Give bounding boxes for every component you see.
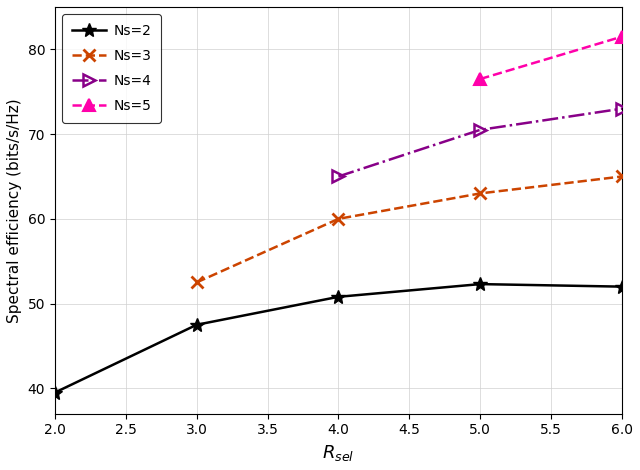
Ns=2 (335, 294, 342, 300)
Line: Ns=2: Ns=2 (48, 277, 629, 400)
Ns=2 (193, 322, 200, 328)
Ns=3 (618, 173, 626, 179)
Ns=3 (476, 191, 484, 196)
Ns=5 (618, 34, 626, 39)
Ns=2 (476, 281, 484, 287)
Ns=2 (618, 284, 626, 290)
Line: Ns=5: Ns=5 (474, 31, 628, 85)
Ns=4 (618, 106, 626, 111)
Ns=3 (335, 216, 342, 222)
Ns=2 (51, 390, 59, 395)
Ns=4 (476, 127, 484, 133)
Legend: Ns=2, Ns=3, Ns=4, Ns=5: Ns=2, Ns=3, Ns=4, Ns=5 (62, 14, 161, 123)
Line: Ns=3: Ns=3 (191, 171, 628, 288)
Ns=5 (476, 76, 484, 82)
X-axis label: $R_{sel}$: $R_{sel}$ (323, 443, 355, 463)
Y-axis label: Spectral efficiency (bits/s/Hz): Spectral efficiency (bits/s/Hz) (7, 98, 22, 323)
Line: Ns=4: Ns=4 (332, 102, 628, 183)
Ns=4 (335, 173, 342, 179)
Ns=3 (193, 280, 200, 285)
